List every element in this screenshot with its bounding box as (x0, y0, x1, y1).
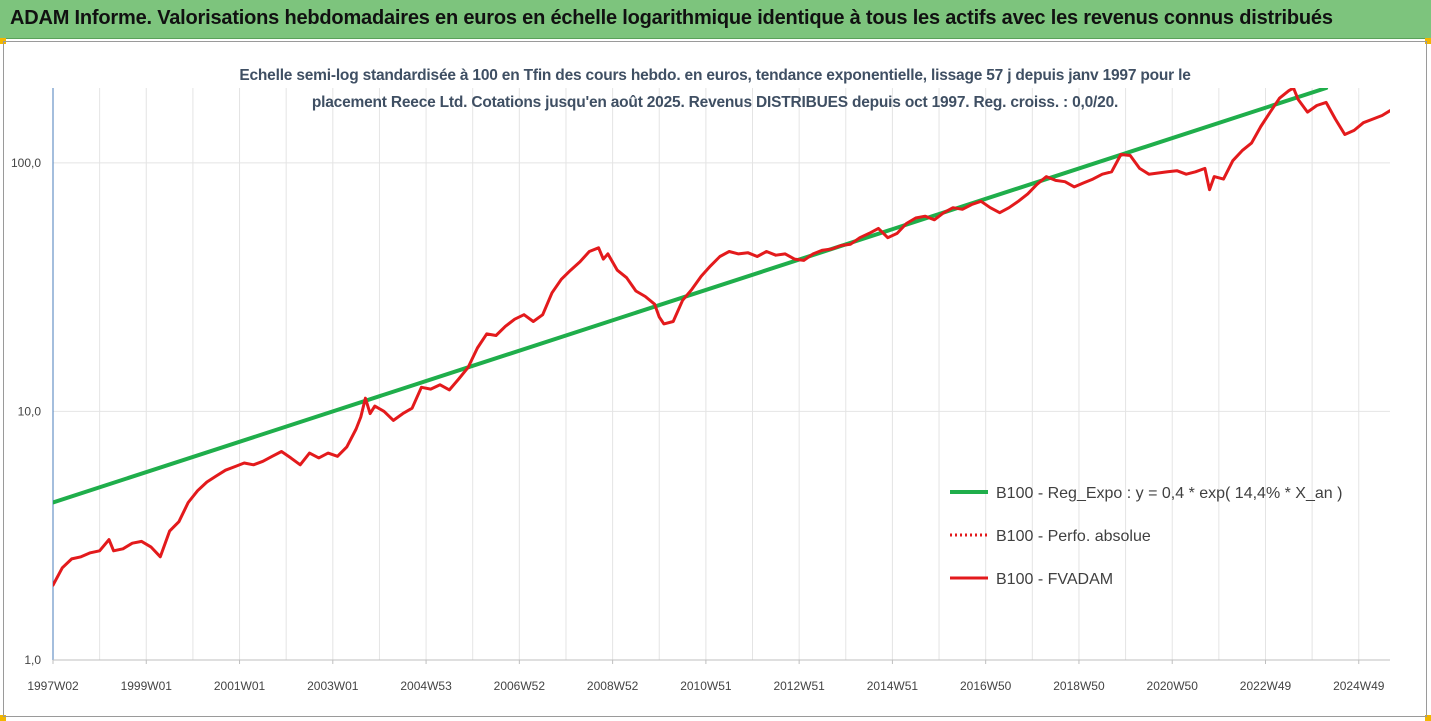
x-tick-label: 2018W50 (1053, 679, 1105, 693)
x-tick-label: 2001W01 (214, 679, 266, 693)
x-tick-label: 2010W51 (680, 679, 732, 693)
y-tick-label: 10,0 (18, 404, 42, 418)
x-tick-label: 2020W50 (1147, 679, 1199, 693)
legend-label: B100 - Reg_Expo : y = 0,4 * exp( 14,4% *… (996, 485, 1342, 502)
chart-area (3, 41, 1427, 717)
x-tick-label: 1999W01 (121, 679, 173, 693)
x-tick-label: 2022W49 (1240, 679, 1292, 693)
x-tick-label: 2003W01 (307, 679, 359, 693)
chart-subtitle: Echelle semi-log standardisée à 100 en T… (200, 62, 1230, 116)
y-tick-label: 100,0 (11, 156, 41, 170)
legend-label: B100 - Perfo. absolue (996, 528, 1151, 545)
legend: B100 - Reg_Expo : y = 0,4 * exp( 14,4% *… (950, 485, 1342, 588)
corner-marker (1425, 715, 1431, 721)
legend-label: B100 - FVADAM (996, 571, 1113, 588)
page-title: ADAM Informe. Valorisations hebdomadaire… (10, 7, 1333, 29)
series-lines (53, 88, 1390, 587)
header-bar: ADAM Informe. Valorisations hebdomadaire… (0, 0, 1431, 39)
regression-trend-line (53, 88, 1329, 505)
x-tick-label: 2006W52 (494, 679, 546, 693)
corner-marker (1425, 38, 1431, 44)
x-tick-label: 2008W52 (587, 679, 639, 693)
corner-marker (0, 715, 6, 721)
chart-subtitle-line2: placement Reece Ltd. Cotations jusqu'en … (311, 94, 1119, 111)
x-tick-label: 2004W53 (400, 679, 452, 693)
y-tick-label: 1,0 (24, 653, 41, 667)
axes: 1,0 10,0 100,0 1997W02 1999W01 2001W01 2003W01… (11, 88, 1390, 693)
chart-subtitle-line1: Echelle semi-log standardisée à 100 en T… (239, 67, 1191, 84)
x-tick-label: 2014W51 (867, 679, 919, 693)
series-line (53, 88, 1390, 587)
grid (52, 88, 1390, 661)
x-tick-label: 1997W02 (27, 679, 79, 693)
x-tick-label: 2024W49 (1333, 679, 1385, 693)
x-tick-label: 2016W50 (960, 679, 1012, 693)
x-tick-label: 2012W51 (773, 679, 825, 693)
